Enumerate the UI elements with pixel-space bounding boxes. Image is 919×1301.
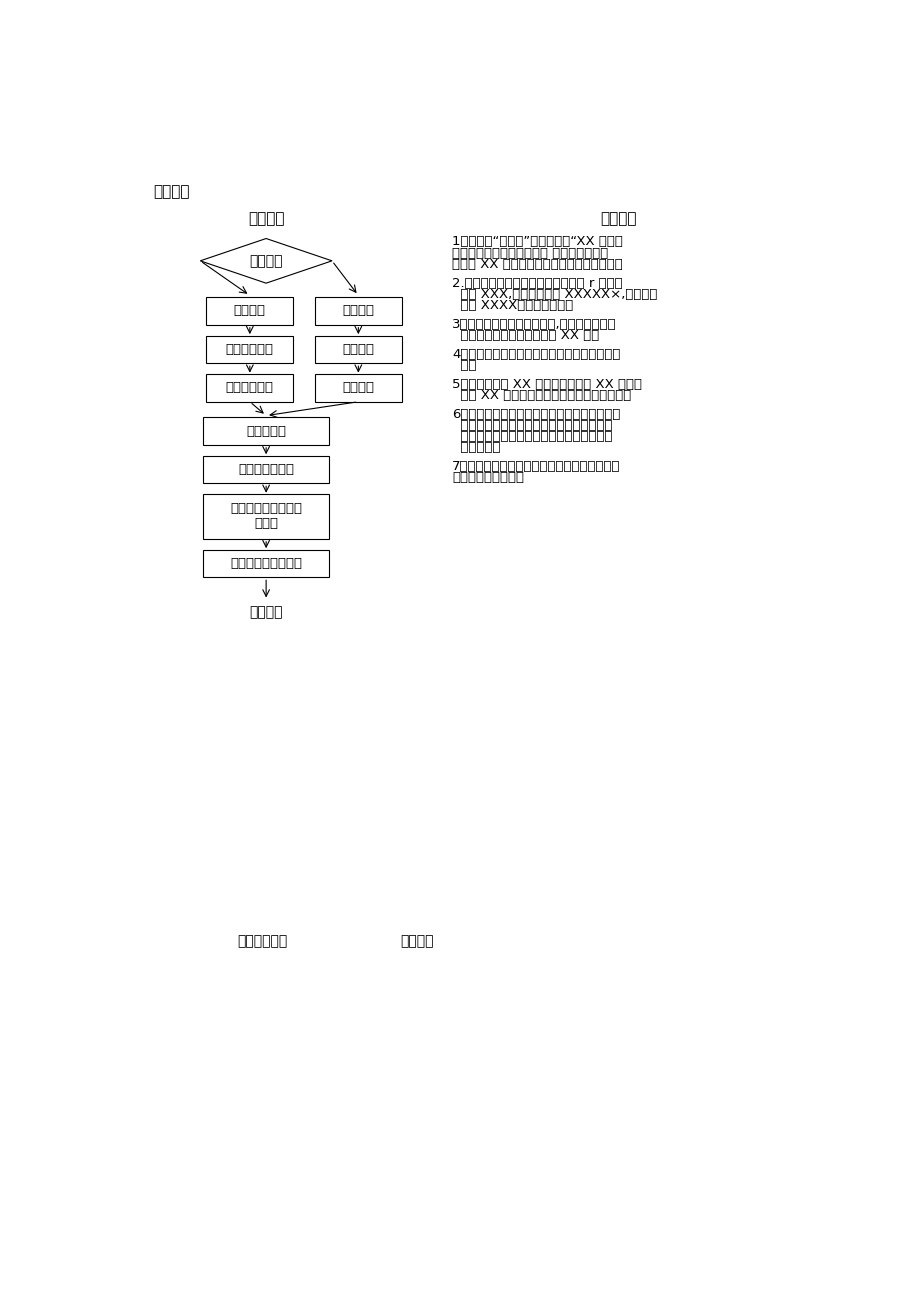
- Text: 双手奉还顾客挂号单
或收据: 双手奉还顾客挂号单 或收据: [230, 502, 301, 531]
- Text: 送客用语: 送客用语: [249, 605, 282, 619]
- Text: 挂号流程: 挂号流程: [153, 183, 190, 199]
- Text: 退费作业流程: 退费作业流程: [237, 934, 287, 948]
- FancyBboxPatch shape: [206, 297, 293, 325]
- Text: 4．起立，双手接过顾客递过来的钱，并道声谢: 4．起立，双手接过顾客递过来的钱，并道声谢: [451, 347, 619, 360]
- FancyBboxPatch shape: [206, 373, 293, 402]
- FancyBboxPatch shape: [314, 297, 402, 325]
- Text: 作业内容: 作业内容: [400, 934, 434, 948]
- Text: 是挂号吗？哪里不舒服呢？ 我们导医为您选: 是挂号吗？哪里不舒服呢？ 我们导医为您选: [451, 247, 607, 260]
- FancyBboxPatch shape: [203, 418, 329, 445]
- Text: 持体检项目单: 持体检项目单: [225, 343, 274, 356]
- Text: 导医协助导诊的方向: 导医协助导诊的方向: [451, 471, 524, 484]
- FancyBboxPatch shape: [314, 373, 402, 402]
- Text: 作业说明: 作业说明: [600, 211, 636, 226]
- Text: 体检套餐: 体检套餐: [233, 304, 266, 317]
- Text: 谢。: 谢。: [451, 359, 476, 372]
- FancyBboxPatch shape: [203, 455, 329, 484]
- Text: 门诊就诊: 门诊就诊: [342, 304, 374, 317]
- Text: 医师 XXXX」及刷就诊卡。: 医师 XXXX」及刷就诊卡。: [451, 299, 573, 312]
- Text: 再次确认金额、收据: 再次确认金额、收据: [230, 557, 301, 570]
- Text: 3．正确处理顾客挂号或收费,您挂的是主任号: 3．正确处理顾客挂号或收费,您挂的是主任号: [451, 317, 616, 330]
- Text: 或专家号，这次的挂号费是 XX 元。: 或专家号，这次的挂号费是 XX 元。: [451, 329, 598, 342]
- Text: 刷就诊卡: 刷就诊卡: [342, 381, 374, 394]
- FancyBboxPatch shape: [314, 336, 402, 363]
- Text: 1．起立，“您好！”接过病历，“XX 小姐，: 1．起立，“您好！”接过病历，“XX 小姐，: [451, 235, 622, 248]
- Text: 作业流程: 作业流程: [247, 211, 284, 226]
- Text: 择的是 XX 主任，主任对这方面比较有经验。: 择的是 XX 主任，主任对这方面比较有经验。: [451, 258, 622, 271]
- Text: 选择套餐价格: 选择套餐价格: [225, 381, 274, 394]
- Text: 的病历本、挂号单、就诊卡、请收好找您的: 的病历本、挂号单、就诊卡、请收好找您的: [451, 431, 612, 444]
- Text: 找您 XX 元。打印挂号单（收费收据）并盖章: 找您 XX 元。打印挂号单（收费收据）并盖章: [451, 389, 630, 402]
- Text: 协助挂号: 协助挂号: [342, 343, 374, 356]
- FancyBboxPatch shape: [203, 494, 329, 539]
- FancyBboxPatch shape: [203, 549, 329, 578]
- Text: 7．起立（目视顾客方向）您好！请慢走，并由: 7．起立（目视顾客方向）您好！请慢走，并由: [451, 461, 620, 474]
- Text: 打印发票并盖章: 打印发票并盖章: [238, 463, 294, 476]
- Text: 5．您好！收您 XX 元，您共消费了 XX 元，应: 5．您好！收您 XX 元，您共消费了 XX 元，应: [451, 377, 641, 390]
- Text: 放整齐，起立双手递交于病人，您好这是您: 放整齐，起立双手递交于病人，您好这是您: [451, 419, 612, 432]
- Polygon shape: [200, 238, 332, 284]
- Text: 6．把病历本、挂号单、就诊卡、零钱按顺序辭: 6．把病历本、挂号单、就诊卡、零钱按顺序辭: [451, 409, 619, 422]
- Text: 名是 XXX,您的手机号是 XXXXX×,您的就诊: 名是 XXX,您的手机号是 XXXXX×,您的就诊: [451, 288, 657, 301]
- Text: 收费处收费: 收费处收费: [246, 424, 286, 437]
- FancyBboxPatch shape: [206, 336, 293, 363]
- Text: 门诊挂号: 门诊挂号: [249, 254, 282, 268]
- Text: 2.给予挂号卡并向顾客再次查核资料 r 您的姓: 2.给予挂号卡并向顾客再次查核资料 r 您的姓: [451, 277, 622, 290]
- Text: 零钱！谢谢: 零钱！谢谢: [451, 441, 500, 454]
